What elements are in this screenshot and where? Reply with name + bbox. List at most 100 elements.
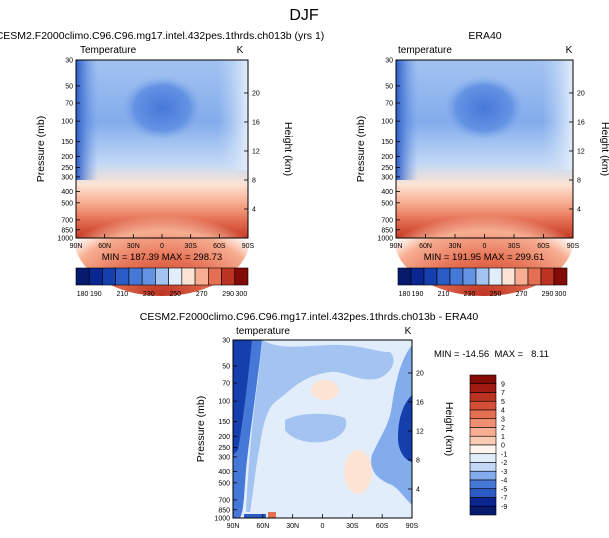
min-max-stats: MIN = 191.95 MAX = 299.61 bbox=[424, 252, 544, 263]
colorbar-box bbox=[397, 267, 412, 286]
suptitle: DJF bbox=[289, 7, 319, 24]
x-tick-label: 90N bbox=[390, 243, 403, 250]
x-tick-label: 90S bbox=[406, 523, 419, 530]
y-tick-label: 1000 bbox=[57, 236, 73, 243]
colorbar-box bbox=[155, 267, 169, 286]
panel-era40: ERA40 temperature K 30507010015020025030… bbox=[355, 30, 609, 298]
x-axis: 90N 60N 30N 0 30S 60S 90S bbox=[70, 234, 255, 250]
x-tick-label: 90N bbox=[70, 243, 83, 250]
y-tick-label: 850 bbox=[61, 227, 73, 234]
panel-difference: CESM2.F2000climo.C96.C96.mg17.intel.432p… bbox=[140, 311, 549, 530]
plot-area bbox=[394, 59, 574, 296]
y-axis-label: Pressure (mb) bbox=[355, 116, 367, 183]
y-tick-label: 1000 bbox=[214, 516, 230, 523]
x-tick-label: 30N bbox=[127, 243, 140, 250]
y-axis: 30 50 70 100 150 200 250 300 400 500 700 850 1000 bbox=[377, 58, 400, 243]
warm-polar-band bbox=[542, 60, 573, 170]
height-tick-label: 12 bbox=[252, 148, 260, 155]
colorbar-box bbox=[436, 267, 451, 286]
panel-title: CESM2.F2000climo.C96.C96.mg17.intel.432p… bbox=[140, 311, 479, 323]
tropopause-cold-core bbox=[122, 76, 202, 140]
y-tick-label: 70 bbox=[385, 101, 393, 108]
colorbar-box bbox=[501, 267, 516, 286]
x-tick-label: 30S bbox=[346, 523, 359, 530]
y-tick-label: 200 bbox=[381, 154, 393, 161]
cold-polar-band bbox=[76, 60, 98, 180]
colorbar-label: 270 bbox=[516, 291, 528, 298]
south-polar-cold-core bbox=[398, 395, 412, 462]
y-tick-label: 30 bbox=[385, 58, 393, 65]
colorbar-label: 230 bbox=[143, 291, 155, 298]
colorbar-box bbox=[514, 267, 529, 286]
colorbar-label: 300 bbox=[555, 291, 567, 298]
height-axis: 4 8 12 16 20 bbox=[569, 90, 585, 213]
colorbar-box bbox=[469, 418, 497, 428]
tropopause-cold-core bbox=[444, 76, 524, 140]
upper-trough bbox=[285, 413, 347, 443]
height-axis-label: Height (km) bbox=[282, 122, 294, 176]
height-axis-label: Height (km) bbox=[599, 122, 609, 176]
colorbar-label: 290 bbox=[222, 291, 234, 298]
colorbar-box bbox=[469, 435, 497, 446]
height-tick-label: 16 bbox=[577, 119, 585, 126]
y-tick-label: 30 bbox=[65, 58, 73, 65]
colorbar-box bbox=[469, 374, 497, 385]
colorbar-label: 9 bbox=[501, 381, 505, 388]
colorbar-box bbox=[423, 267, 438, 286]
colorbar-box bbox=[234, 267, 249, 286]
colorbar-box bbox=[75, 267, 90, 286]
colorbar-label: 250 bbox=[490, 291, 502, 298]
colorbar-box bbox=[102, 267, 116, 286]
colorbar-label: -9 bbox=[501, 504, 507, 511]
colorbar-box bbox=[469, 392, 497, 402]
colorbar-box bbox=[540, 267, 555, 286]
y-tick-label: 100 bbox=[61, 119, 73, 126]
y-tick-label: 70 bbox=[222, 381, 230, 388]
y-tick-label: 250 bbox=[61, 165, 73, 172]
cold-anomaly-band bbox=[246, 340, 394, 512]
colorbar-box bbox=[469, 505, 497, 516]
y-tick-label: 250 bbox=[218, 445, 230, 452]
tropical-warm-anomaly bbox=[311, 380, 339, 400]
y-tick-label: 700 bbox=[218, 497, 230, 504]
y-tick-label: 250 bbox=[381, 165, 393, 172]
colorbar-label: 250 bbox=[169, 291, 181, 298]
colorbar-box bbox=[181, 267, 196, 286]
colorbar-box bbox=[410, 267, 425, 286]
colorbar-box bbox=[469, 470, 497, 481]
y-tick-label: 500 bbox=[218, 480, 230, 487]
y-tick-label: 500 bbox=[381, 200, 393, 207]
surface-cold-spot bbox=[244, 514, 266, 518]
x-tick-label: 90S bbox=[567, 243, 580, 250]
x-tick-label: 30N bbox=[286, 523, 299, 530]
height-tick-label: 16 bbox=[252, 119, 260, 126]
plot-area bbox=[232, 339, 413, 519]
y-tick-label: 50 bbox=[222, 363, 230, 370]
height-axis: 4 8 12 16 20 bbox=[408, 370, 424, 493]
x-tick-label: 0 bbox=[160, 243, 164, 250]
colorbar-box bbox=[527, 267, 542, 286]
height-tick-label: 16 bbox=[416, 399, 424, 406]
colorbar-box bbox=[469, 383, 497, 393]
y-tick-label: 400 bbox=[381, 189, 393, 196]
x-tick-label: 60N bbox=[419, 243, 432, 250]
y-tick-label: 100 bbox=[381, 119, 393, 126]
y-tick-label: 300 bbox=[61, 174, 73, 181]
colorbar-label: 2 bbox=[501, 425, 505, 432]
field-label: temperature bbox=[398, 45, 452, 56]
colorbar-box bbox=[194, 267, 209, 286]
x-tick-label: 0 bbox=[483, 243, 487, 250]
y-tick-label: 200 bbox=[61, 154, 73, 161]
colorbar-label: -3 bbox=[501, 469, 507, 476]
y-tick-label: 150 bbox=[381, 139, 393, 146]
height-tick-label: 12 bbox=[577, 148, 585, 155]
colorbar-box bbox=[88, 267, 103, 286]
y-axis-label: Pressure (mb) bbox=[35, 116, 47, 183]
surface-warm-spot bbox=[268, 512, 276, 518]
height-tick-label: 4 bbox=[252, 206, 256, 213]
x-tick-label: 0 bbox=[321, 523, 325, 530]
y-tick-label: 850 bbox=[381, 227, 393, 234]
colorbar-box bbox=[128, 267, 143, 286]
y-axis: 30 50 70 100 150 200 250 300 400 500 700 850 1000 bbox=[214, 338, 237, 523]
